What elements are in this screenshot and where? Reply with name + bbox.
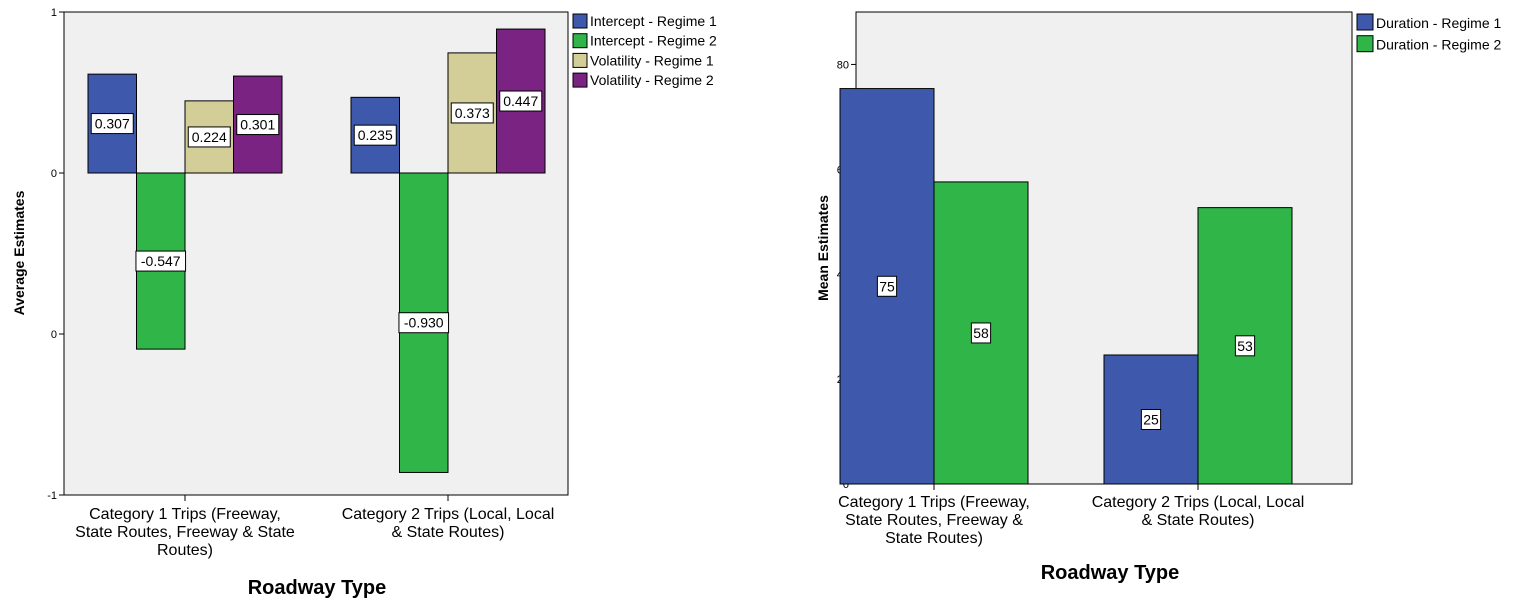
category-label: Category 2 Trips (Local, Local xyxy=(342,506,555,523)
data-label: 0.373 xyxy=(455,105,490,121)
x-axis-title: Roadway Type xyxy=(1041,562,1180,584)
data-label-box xyxy=(499,90,543,112)
data-label-box xyxy=(135,250,187,272)
data-label: 0.447 xyxy=(503,93,538,109)
legend-label: Volatility - Regime 1 xyxy=(590,52,714,68)
category-label: State Routes, Freeway & State xyxy=(75,524,295,541)
y-tick-label: 1 xyxy=(51,7,57,19)
legend-swatch xyxy=(1356,35,1374,53)
y-axis-title: Mean Estimates xyxy=(815,195,831,301)
data-label-box xyxy=(1234,335,1256,357)
data-label: 75 xyxy=(879,278,895,294)
data-label-box xyxy=(90,113,134,135)
legend-label: Duration - Regime 1 xyxy=(1376,15,1501,31)
data-label-box xyxy=(353,124,397,146)
data-label: 25 xyxy=(1143,411,1159,427)
data-label: 0.235 xyxy=(358,127,393,143)
y-tick-label: 0 xyxy=(51,168,57,180)
category-label: & State Routes) xyxy=(392,524,505,541)
average-estimates-chart: 1 0 0 -1 0.307 0.235 -0.547 -0.930 0.224 0.373 0.3… xyxy=(11,7,717,599)
data-label-box xyxy=(187,126,231,148)
legend-label: Intercept - Regime 1 xyxy=(590,13,717,29)
data-label: -0.547 xyxy=(141,253,181,269)
category-label: & State Routes) xyxy=(1142,512,1255,529)
category-label: Category 1 Trips (Freeway, xyxy=(89,506,281,523)
bar-duration-regime-1 xyxy=(1103,354,1199,485)
data-label: -0.930 xyxy=(404,315,444,331)
data-label: 0.307 xyxy=(95,116,130,132)
mean-estimates-chart: 02040608075255853Category 1 Trips (Freew… xyxy=(815,11,1501,584)
legend-swatch xyxy=(572,13,588,29)
y-axis-title: Average Estimates xyxy=(11,190,27,315)
data-label-box xyxy=(876,275,898,297)
data-label-box xyxy=(1140,408,1162,430)
data-label-box xyxy=(236,114,280,136)
legend-swatch xyxy=(572,33,588,49)
data-label-box xyxy=(398,312,450,334)
legend-swatch xyxy=(572,72,588,88)
category-label: Routes) xyxy=(157,542,213,559)
legend-label: Volatility - Regime 2 xyxy=(590,72,714,88)
data-label: 58 xyxy=(973,325,989,341)
data-label: 0.224 xyxy=(192,129,227,145)
category-label: Category 1 Trips (Freeway, xyxy=(838,494,1030,511)
legend-label: Intercept - Regime 2 xyxy=(590,33,717,49)
category-label: State Routes, Freeway & xyxy=(845,512,1023,529)
data-label: 53 xyxy=(1237,338,1253,354)
data-label: 0.301 xyxy=(240,117,275,133)
category-label: Category 2 Trips (Local, Local xyxy=(1092,494,1305,511)
y-tick-label: 0 xyxy=(843,479,849,491)
y-tick-label: 80 xyxy=(837,59,849,71)
x-axis-title: Roadway Type xyxy=(248,577,387,599)
data-label-box xyxy=(450,102,494,124)
legend-swatch xyxy=(1356,13,1374,31)
category-label: State Routes) xyxy=(885,530,983,547)
y-tick-label: -1 xyxy=(47,490,57,502)
legend-label: Duration - Regime 2 xyxy=(1376,37,1501,53)
y-tick-label: 0 xyxy=(51,329,57,341)
legend-swatch xyxy=(572,52,588,68)
data-label-box xyxy=(970,322,992,344)
